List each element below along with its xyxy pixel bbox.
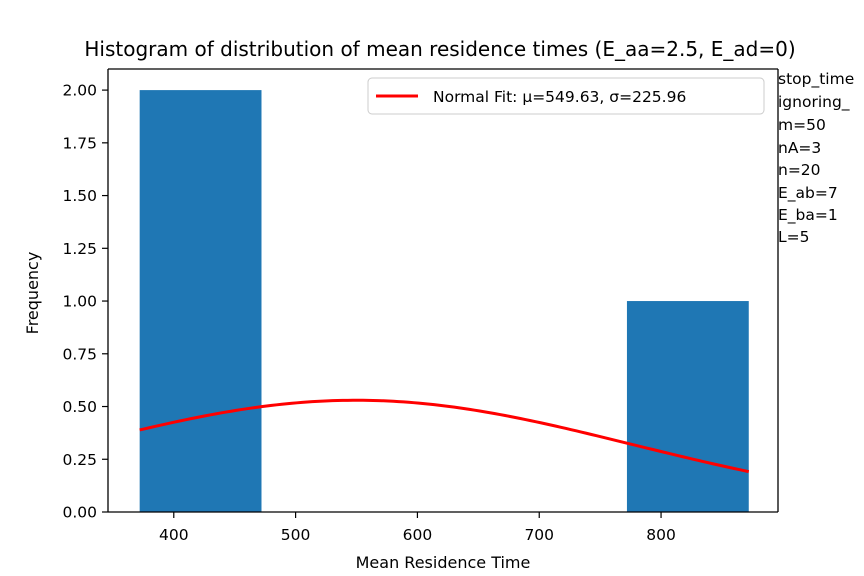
param-line: n=20 [778, 161, 821, 179]
param-line: E_ba=1 [778, 206, 838, 225]
y-tick-label: 2.00 [62, 82, 97, 100]
chart-title: Histogram of distribution of mean reside… [84, 37, 795, 61]
x-tick-label: 600 [403, 526, 433, 544]
x-tick-label: 700 [524, 526, 554, 544]
param-line: stop_time [778, 70, 854, 89]
param-line: E_ab=7 [778, 184, 838, 203]
x-axis-label: Mean Residence Time [356, 553, 531, 572]
y-tick-label: 0.50 [62, 398, 97, 416]
legend: Normal Fit: μ=549.63, σ=225.96 [367, 77, 765, 115]
parameter-annotations: stop_time ignoring_ m=50 nA=3 n=20 E_ab=… [778, 70, 854, 246]
legend-entry-normal-fit: Normal Fit: μ=549.63, σ=225.96 [433, 88, 686, 106]
y-tick-label: 0.25 [62, 451, 97, 469]
y-tick-label: 1.75 [62, 134, 97, 152]
x-tick-label: 500 [281, 526, 311, 544]
y-tick-label: 1.00 [62, 293, 97, 311]
y-tick-label: 0.75 [62, 345, 97, 363]
histogram-bar [139, 90, 262, 512]
param-line: m=50 [778, 116, 826, 134]
y-tick-label: 0.00 [62, 504, 97, 522]
x-tick-label: 400 [159, 526, 189, 544]
param-line: nA=3 [778, 139, 821, 157]
y-tick-label: 1.25 [62, 240, 97, 258]
param-line: L=5 [778, 228, 809, 246]
x-tick-label: 800 [646, 526, 676, 544]
param-line: ignoring_ [778, 93, 850, 112]
plot-area [139, 90, 750, 512]
y-tick-label: 1.50 [62, 187, 97, 205]
normal-fit-line [139, 398, 750, 474]
y-axis-label: Frequency [23, 252, 42, 335]
legend-frame [367, 77, 765, 115]
axis-ticks: 400 500 600 700 800 0.00 0.25 0.50 0.75 1.00 1.25 1… [62, 82, 675, 544]
histogram-bar [626, 301, 749, 512]
